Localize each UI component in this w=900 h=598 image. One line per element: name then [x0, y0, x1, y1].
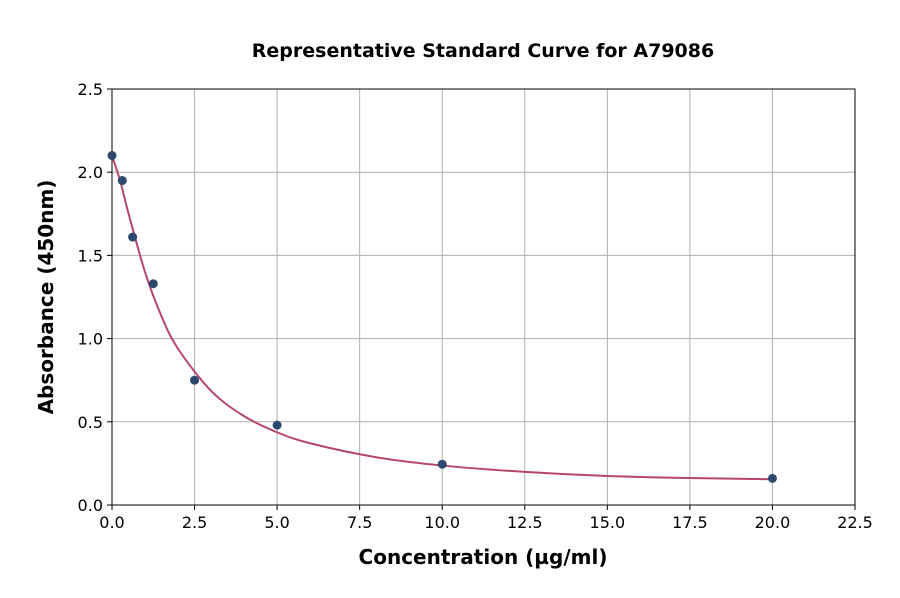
x-tick-label: 2.5 [182, 513, 207, 532]
plot-frame [111, 88, 856, 506]
x-tick-label: 5.0 [264, 513, 289, 532]
x-tick-label: 7.5 [347, 513, 372, 532]
x-tick-label: 15.0 [590, 513, 626, 532]
x-axis-label: Concentration (µg/ml) [359, 545, 608, 569]
x-tick-label: 20.0 [755, 513, 791, 532]
y-axis-label: Absorbance (450nm) [34, 180, 58, 415]
x-tick-label: 12.5 [507, 513, 543, 532]
y-tick-label: 0.5 [78, 413, 103, 432]
grid [111, 88, 856, 506]
data-point [437, 459, 447, 469]
x-tick-label: 17.5 [672, 513, 708, 532]
y-tick-label: 0.0 [78, 496, 103, 515]
data-point [128, 232, 138, 242]
chart-title: Representative Standard Curve for A79086 [252, 40, 714, 62]
x-axis: 0.0 2.5 5.0 7.5 10.0 12.5 15.0 17.5 20.0 22.5 [99, 505, 873, 532]
y-tick-label: 2.5 [78, 80, 103, 99]
x-tick-label: 10.0 [424, 513, 460, 532]
x-tick-label: 22.5 [837, 513, 873, 532]
data-point [107, 151, 117, 161]
y-axis: 0.0 0.5 1.0 1.5 2.0 2.5 [78, 80, 112, 515]
data-point [148, 279, 158, 289]
y-tick-label: 2.0 [78, 163, 103, 182]
data-point [117, 176, 127, 186]
data-point [767, 473, 777, 483]
y-tick-label: 1.5 [78, 246, 103, 265]
y-tick-label: 1.0 [78, 330, 103, 349]
data-points [107, 151, 777, 483]
data-point [190, 375, 200, 385]
data-point [272, 420, 282, 430]
fit-curve [111, 155, 773, 481]
x-tick-label: 0.0 [99, 513, 124, 532]
